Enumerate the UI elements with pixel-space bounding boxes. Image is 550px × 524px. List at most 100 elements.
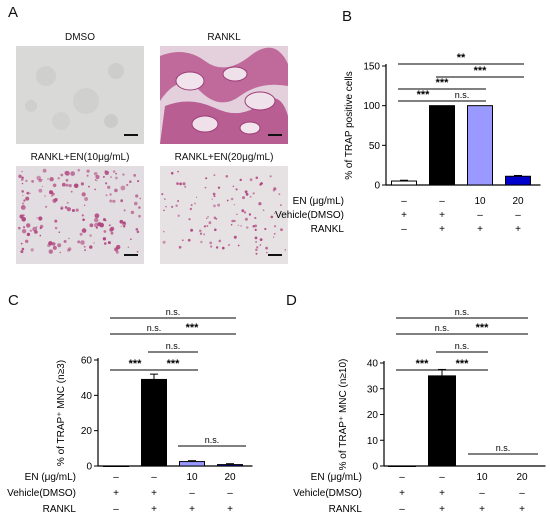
- stain-dot: [38, 188, 43, 193]
- treatment-value: –: [439, 196, 445, 207]
- stain-dot: [21, 190, 24, 193]
- treatment-value: +: [151, 504, 157, 515]
- stain-dot: [255, 240, 258, 243]
- stain-dot: [105, 194, 108, 197]
- treatment-value: 10: [474, 196, 486, 207]
- stain-dot: [209, 241, 213, 245]
- stain-dot: [115, 250, 119, 254]
- stain-dot: [254, 216, 257, 220]
- y-tick-label: 60: [81, 356, 93, 367]
- stain-dot: [61, 182, 66, 187]
- stain-dot: [86, 174, 89, 177]
- stain-dot: [176, 182, 179, 185]
- stain-dot: [108, 224, 111, 227]
- stain-dot: [21, 176, 24, 179]
- significance-label: ***: [129, 358, 143, 370]
- significance-label: ***: [456, 358, 470, 370]
- stain-dot: [107, 185, 111, 189]
- stain-dot: [273, 187, 277, 191]
- stain-dot: [110, 176, 112, 178]
- treatment-row-label: Vehicle(DMSO): [293, 488, 362, 499]
- stain-dot: [81, 214, 84, 217]
- treatment-row-label: RANKL: [311, 224, 345, 235]
- treatment-value: +: [479, 504, 485, 515]
- micrograph-dmso: [16, 46, 144, 144]
- treatment-value: –: [401, 196, 407, 207]
- stain-dot: [130, 210, 135, 215]
- stain-dot: [163, 209, 165, 212]
- stain-dot: [255, 248, 258, 252]
- panel-a-letter: A: [8, 4, 19, 21]
- stain-dot: [93, 242, 95, 244]
- stain-dot: [109, 228, 114, 232]
- stain-dot: [25, 196, 30, 201]
- bar: [467, 105, 493, 186]
- stain-dot: [203, 233, 206, 236]
- stain-dot: [226, 199, 229, 202]
- stain-dot: [39, 224, 44, 229]
- stain-dot: [32, 226, 38, 232]
- stain-dot: [42, 168, 47, 173]
- stain-dot: [20, 250, 24, 254]
- stain-dot: [89, 245, 93, 249]
- stain-dot: [213, 216, 217, 220]
- stain-dot: [249, 178, 253, 182]
- stain-dot: [205, 177, 208, 180]
- stain-dot: [237, 244, 240, 247]
- treatment-row-label: RANKL: [329, 504, 363, 515]
- stain-dot: [57, 243, 62, 248]
- stain-dot: [242, 196, 245, 200]
- stain-dot: [222, 246, 225, 250]
- stain-dot: [60, 173, 64, 177]
- stain-dot: [65, 178, 69, 182]
- stain-dot: [181, 239, 184, 242]
- stain-dot: [47, 178, 49, 180]
- stain-dot: [217, 203, 221, 207]
- stain-dot: [244, 190, 248, 194]
- panel-d-letter: D: [286, 292, 297, 309]
- stain-dot: [210, 245, 213, 248]
- treatment-value: –: [189, 488, 195, 499]
- stain-dot: [44, 195, 46, 197]
- stain-dot: [190, 228, 194, 232]
- stain-dot: [233, 219, 236, 223]
- treatment-value: +: [113, 488, 119, 499]
- stain-dot: [200, 240, 203, 244]
- treatment-value: –: [519, 488, 525, 499]
- stain-dot: [190, 204, 193, 206]
- y-tick-label: 50: [369, 141, 381, 152]
- stain-dot: [31, 180, 34, 183]
- stain-dot: [272, 236, 275, 238]
- significance-label: ***: [474, 65, 488, 77]
- stain-dot: [26, 232, 31, 237]
- stain-dot: [126, 183, 129, 187]
- stain-dot: [239, 178, 242, 182]
- stain-dot: [104, 242, 107, 245]
- micrograph-en20: [160, 166, 288, 264]
- y-axis-label: % of TRAP positive cells: [344, 71, 355, 180]
- treatment-value: –: [515, 210, 521, 221]
- treatment-value: 10: [476, 472, 488, 483]
- significance-label: ***: [417, 89, 431, 101]
- stain-dot: [139, 197, 141, 200]
- stain-dot: [122, 221, 127, 226]
- stain-dot: [138, 206, 141, 209]
- treatment-row-label: EN (μg/mL): [293, 196, 344, 207]
- treatment-value: –: [399, 472, 405, 483]
- micrograph-en20-label: RANKL+EN(20μg/mL): [174, 152, 274, 163]
- stain-dot: [70, 190, 73, 193]
- stain-dot: [66, 207, 71, 212]
- micrograph-en10-label: RANKL+EN(10μg/mL): [30, 152, 130, 163]
- y-tick-label: 20: [81, 426, 93, 437]
- stain-dot: [161, 193, 164, 196]
- bar: [141, 378, 167, 467]
- stain-dot: [206, 217, 208, 220]
- stain-dot: [102, 237, 107, 241]
- stain-dot: [36, 175, 41, 181]
- stain-dot: [204, 186, 207, 189]
- stain-dot: [39, 234, 42, 237]
- stain-dot: [264, 227, 267, 231]
- stain-dot: [207, 216, 209, 218]
- bar: [217, 464, 243, 467]
- treatment-value: –: [477, 210, 483, 221]
